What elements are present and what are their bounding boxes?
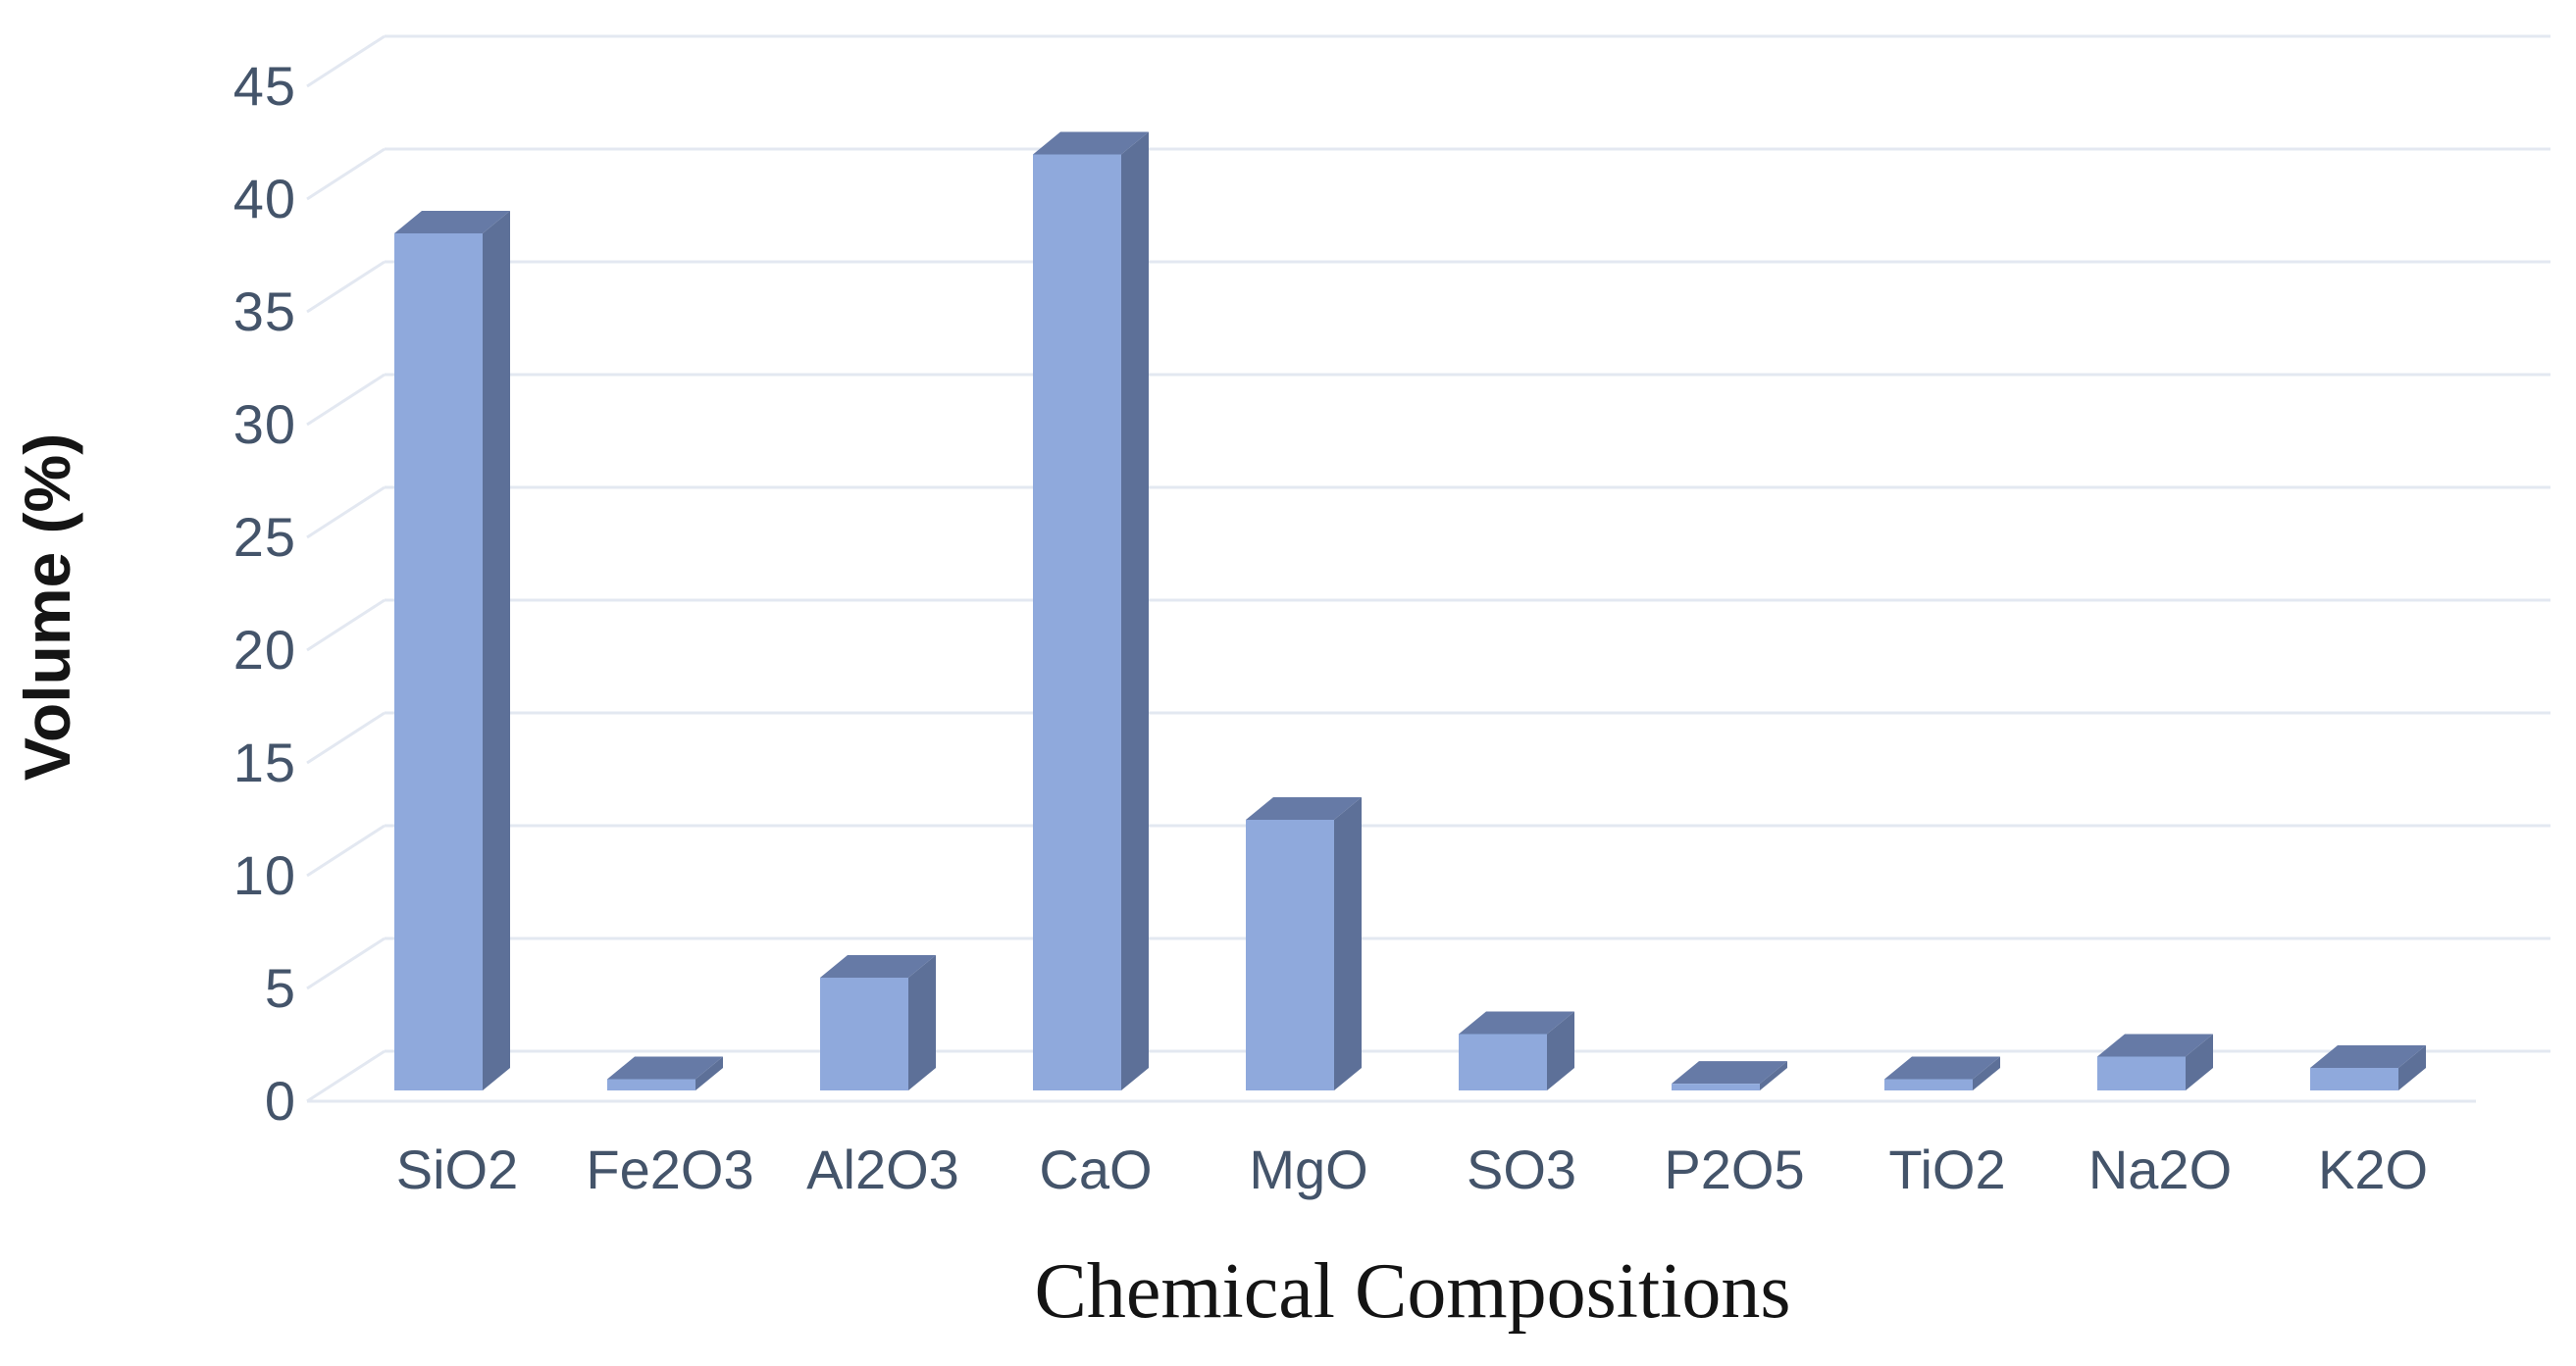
left-wall-gridline [306,260,386,314]
x-category-label-na2o: Na2O [2087,1138,2233,1200]
bar-side-sio2 [483,211,510,1090]
bar-al2o3 [820,978,908,1090]
y-tick-label-40: 40 [232,168,296,229]
x-category-label-mgo: MgO [1249,1138,1368,1200]
bar-top-na2o [2097,1034,2213,1057]
bar-side-so3 [1547,1011,1574,1090]
y-tick-label-30: 30 [232,393,296,455]
left-wall-gridline [306,34,386,88]
bar-side-k2o [2398,1045,2426,1090]
bar-k2o [2310,1068,2398,1090]
bar-side-cao [1121,131,1149,1090]
y-tick-label-5: 5 [264,957,296,1019]
bar-top-so3 [1459,1011,1574,1035]
left-wall-gridline [306,711,386,765]
x-category-label-k2o: K2O [2317,1138,2429,1200]
x-category-label-p2o5: P2O5 [1664,1138,1805,1200]
x-category-label-cao: CaO [1039,1138,1153,1200]
left-wall-gridline [306,373,386,427]
bar-tio2 [1884,1079,1973,1090]
bar-side-p2o5 [1760,1061,1787,1090]
bar-side-tio2 [1973,1056,2000,1090]
bar-top-al2o3 [820,955,936,978]
bar-side-fe2o3 [696,1056,723,1090]
bar-p2o5 [1672,1084,1760,1090]
bar-top-sio2 [394,211,510,233]
y-axis-title: Volume (%) [11,432,83,782]
y-tick-label-35: 35 [232,280,296,342]
bar-side-al2o3 [908,955,936,1090]
bar-so3 [1459,1034,1547,1090]
bar-sio2 [394,233,483,1090]
left-wall-gridline [306,147,386,201]
bar-side-na2o [2186,1034,2213,1090]
bar-cao [1033,154,1121,1090]
x-category-label-so3: SO3 [1466,1138,1577,1200]
left-wall-gridline [306,824,386,878]
bar-top-p2o5 [1672,1061,1787,1085]
bar-mgo [1246,820,1334,1090]
bar-top-tio2 [1884,1056,2000,1080]
y-tick-label-0: 0 [264,1070,296,1132]
left-wall-gridline [306,1049,386,1103]
left-wall-gridline [306,598,386,652]
x-category-label-al2o3: Al2O3 [806,1138,959,1200]
y-tick-label-45: 45 [232,55,296,117]
bar-top-cao [1033,131,1149,155]
y-tick-label-10: 10 [232,844,296,906]
bar-top-k2o [2310,1045,2426,1068]
y-tick-label-25: 25 [232,506,296,568]
bar-na2o [2097,1056,2186,1090]
bar-fe2o3 [607,1079,696,1090]
bar-top-mgo [1246,797,1362,820]
left-wall-gridline [306,485,386,539]
bar-top-fe2o3 [607,1056,723,1080]
y-tick-label-20: 20 [232,619,296,681]
x-axis-title: Chemical Compositions [1034,1248,1791,1335]
x-category-label-fe2o3: Fe2O3 [586,1138,754,1200]
x-category-label-sio2: SiO2 [395,1138,519,1200]
bar-side-mgo [1334,797,1362,1090]
y-tick-label-15: 15 [232,732,296,793]
left-wall-gridline [306,936,386,990]
x-category-label-tio2: TiO2 [1888,1138,2006,1200]
